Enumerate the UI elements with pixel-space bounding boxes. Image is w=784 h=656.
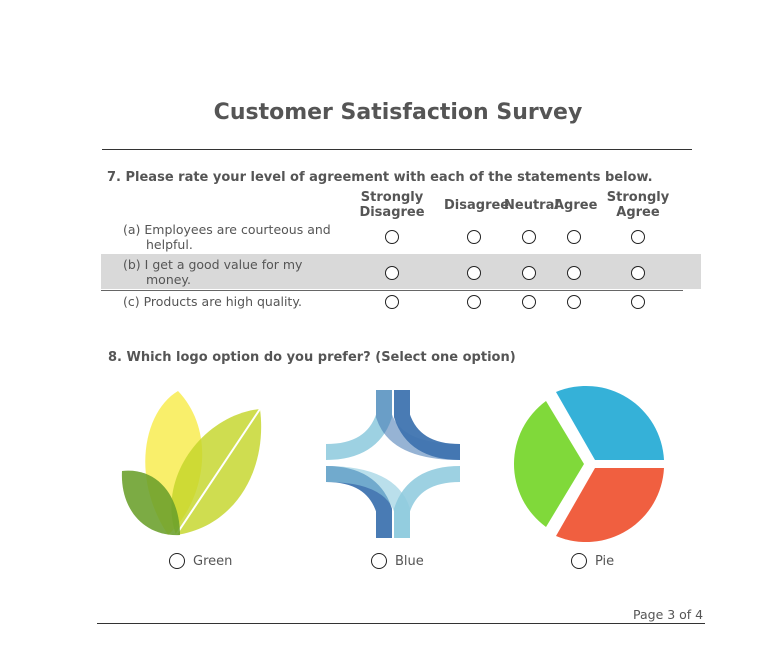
page-number: Page 3 of 4 (633, 607, 704, 622)
radio-blue[interactable] (371, 553, 387, 569)
radio-b-disagree[interactable] (467, 266, 481, 280)
radio-a-disagree[interactable] (467, 230, 481, 244)
blue-interlace-logo[interactable] (322, 390, 464, 538)
row-divider (101, 290, 683, 291)
radio-c-agree[interactable] (567, 295, 581, 309)
radio-c-strongly-disagree[interactable] (385, 295, 399, 309)
radio-c-neutral[interactable] (522, 295, 536, 309)
radio-pie[interactable] (571, 553, 587, 569)
radio-b-neutral[interactable] (522, 266, 536, 280)
column-header-agree: Agree (554, 198, 598, 213)
question-8-title: 8. Which logo option do you prefer? (Sel… (108, 350, 516, 365)
question-7-title: 7. Please rate your level of agreement w… (107, 170, 653, 185)
statement-c: (c) Products are high quality. (123, 294, 302, 309)
statement-b: (b) I get a good value for my money. (123, 257, 303, 287)
option-label-pie: Pie (595, 554, 615, 569)
column-header-strongly-disagree: Strongly Disagree (359, 190, 425, 220)
title-divider (102, 149, 692, 150)
survey-title: Customer Satisfaction Survey (213, 100, 583, 125)
radio-a-agree[interactable] (567, 230, 581, 244)
radio-b-strongly-agree[interactable] (631, 266, 645, 280)
radio-b-agree[interactable] (567, 266, 581, 280)
statement-a: (a) Employees are courteous and helpful. (123, 222, 331, 252)
radio-b-strongly-disagree[interactable] (385, 266, 399, 280)
footer-divider (97, 623, 705, 624)
column-header-strongly-agree: Strongly Agree (606, 190, 670, 220)
radio-green[interactable] (169, 553, 185, 569)
option-label-green: Green (193, 554, 233, 569)
radio-c-disagree[interactable] (467, 295, 481, 309)
radio-a-strongly-disagree[interactable] (385, 230, 399, 244)
pie-logo[interactable] (508, 382, 670, 544)
row-highlight (101, 254, 701, 289)
column-header-neutral: Neutral (504, 198, 559, 213)
radio-c-strongly-agree[interactable] (631, 295, 645, 309)
option-label-blue: Blue (395, 554, 424, 569)
column-header-disagree: Disagree (444, 198, 510, 213)
radio-a-strongly-agree[interactable] (631, 230, 645, 244)
green-leaves-logo[interactable] (118, 385, 272, 539)
radio-a-neutral[interactable] (522, 230, 536, 244)
